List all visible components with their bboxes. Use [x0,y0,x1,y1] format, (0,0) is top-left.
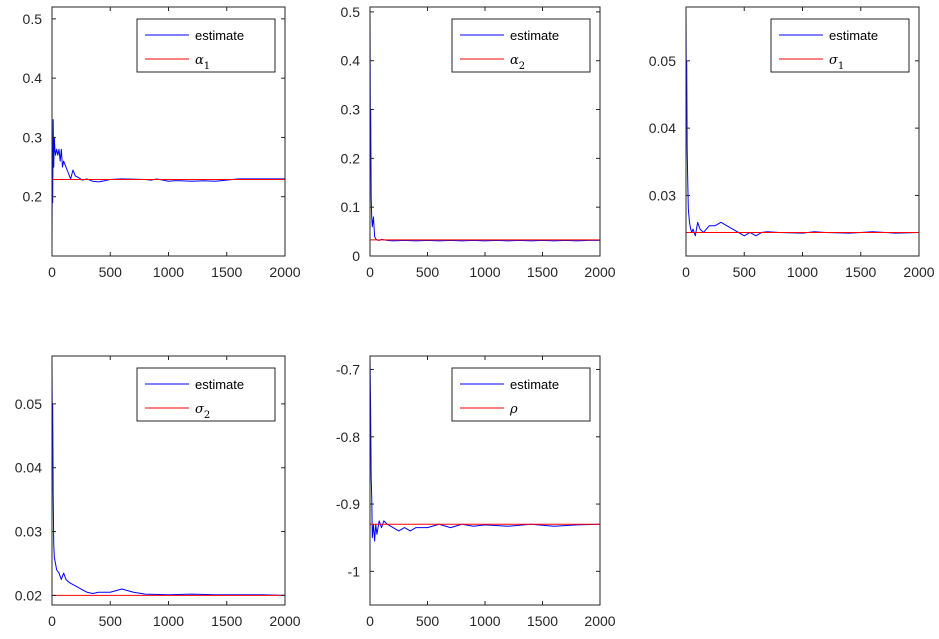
legend-label-estimate: estimate [510,28,559,43]
x-tick-label: 0 [366,264,374,280]
x-tick-label: 1500 [527,264,558,280]
x-tick-label: 0 [366,613,374,629]
y-tick-label: -0.9 [336,496,360,512]
y-tick-label: 0.2 [23,189,43,205]
legend-box [136,367,276,422]
subplot-4: 0 500 1000 1500 2000 0.02 0.03 0.04 0.05 estimate… [15,355,301,629]
x-tick-label: 0 [48,613,56,629]
y-tick-label: 0.1 [341,199,361,215]
legend-label-estimate: estimate [829,28,878,43]
x-tick-label: 1000 [153,264,184,280]
x-tick-label: 500 [416,613,440,629]
legend-box [770,18,910,73]
x-tick-label: 1000 [153,613,184,629]
legend-label-subscript: 2 [519,61,525,72]
x-tick-label: 1500 [211,264,242,280]
y-tick-label: 0.5 [23,11,43,27]
y-tick-label: 0.5 [341,4,361,20]
y-tick-label: 0.05 [649,53,676,69]
y-tick-label: 0.04 [649,120,676,136]
x-tick-label: 500 [416,264,440,280]
y-tick-label: 0.04 [15,460,42,476]
y-tick-label: 0.02 [15,587,42,603]
legend-label-subscript: 1 [838,61,844,72]
legend-label-estimate: estimate [195,28,244,43]
legend-label-subscript: 2 [204,410,210,421]
x-tick-label: 1000 [469,613,500,629]
x-tick-label: 2000 [903,264,934,280]
legend-box [136,18,276,73]
y-tick-label: -1 [348,563,361,579]
x-tick-label: 500 [733,264,757,280]
y-tick-label: 0.05 [15,396,42,412]
series-estimate-line [370,356,600,542]
x-tick-label: 1500 [527,613,558,629]
y-tick-label: -0.7 [336,361,360,377]
x-tick-label: 1500 [845,264,876,280]
x-tick-label: 2000 [584,613,615,629]
legend-label-estimate: estimate [195,377,244,392]
y-tick-label: 0.4 [341,53,361,69]
legend: estimate ρ [451,367,591,422]
series-estimate-line [52,119,285,248]
y-tick-label: 0 [352,248,360,264]
legend-label-subscript: 1 [204,61,210,72]
x-tick-label: 1500 [211,613,242,629]
x-tick-label: 0 [48,264,56,280]
legend-label-estimate: estimate [510,377,559,392]
series-estimate-line [52,356,285,596]
y-tick-label: 0.3 [341,102,361,118]
y-tick-label: 0.4 [23,70,43,86]
x-tick-label: 2000 [269,613,300,629]
y-tick-label: 0.2 [341,150,361,166]
subplot-5: 0 500 1000 1500 2000 -1 -0.9 -0.8 -0.7 estimate ρ [336,355,616,629]
x-tick-label: 1000 [787,264,818,280]
x-tick-label: 500 [99,264,123,280]
x-tick-label: 2000 [269,264,300,280]
y-tick-label: 0.03 [649,187,676,203]
legend-label-true-value: ρ [509,402,518,417]
x-tick-label: 1000 [469,264,500,280]
y-tick-label: 0.03 [15,524,42,540]
legend-box [451,367,591,422]
y-tick-label: -0.8 [336,429,360,445]
subplot-2: 0 500 1000 1500 2000 0 0.1 0.2 0.3 0.4 0.5 estimate… [341,4,616,280]
x-tick-label: 0 [682,264,690,280]
x-tick-label: 500 [99,613,123,629]
y-tick-label: 0.3 [23,129,43,145]
x-tick-label: 2000 [584,264,615,280]
legend-box [451,18,591,73]
series-estimate-line [370,7,600,242]
